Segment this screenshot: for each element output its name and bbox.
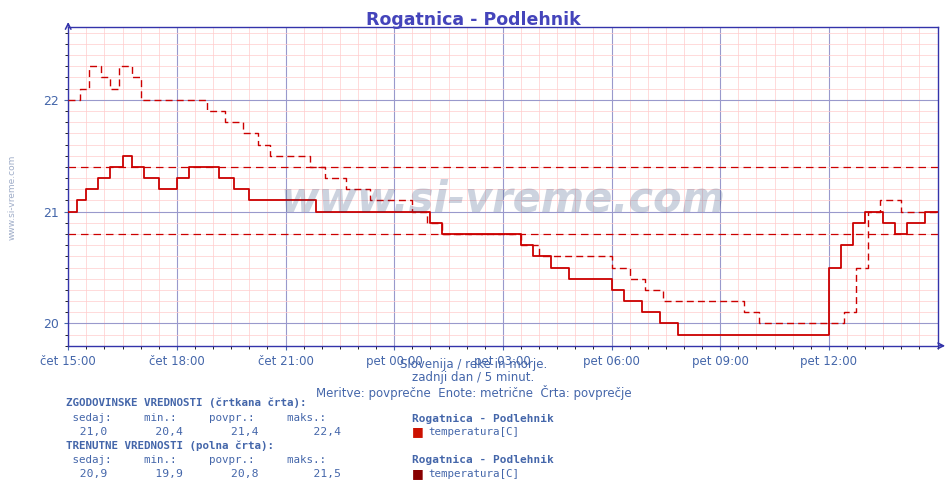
Text: TRENUTNE VREDNOSTI (polna črta):: TRENUTNE VREDNOSTI (polna črta): bbox=[66, 441, 275, 451]
Text: www.si-vreme.com: www.si-vreme.com bbox=[8, 155, 17, 240]
Text: temperatura[C]: temperatura[C] bbox=[428, 469, 519, 479]
Text: zadnji dan / 5 minut.: zadnji dan / 5 minut. bbox=[412, 371, 535, 384]
Text: ■: ■ bbox=[412, 467, 423, 480]
Text: sedaj:     min.:     povpr.:     maks.:: sedaj: min.: povpr.: maks.: bbox=[66, 413, 327, 423]
Text: Slovenija / reke in morje.: Slovenija / reke in morje. bbox=[400, 358, 547, 371]
Text: ZGODOVINSKE VREDNOSTI (črtkana črta):: ZGODOVINSKE VREDNOSTI (črtkana črta): bbox=[66, 398, 307, 408]
Text: temperatura[C]: temperatura[C] bbox=[428, 427, 519, 437]
Text: Rogatnica - Podlehnik: Rogatnica - Podlehnik bbox=[412, 455, 554, 465]
Text: ■: ■ bbox=[412, 425, 423, 438]
Text: Rogatnica - Podlehnik: Rogatnica - Podlehnik bbox=[412, 413, 554, 423]
Text: www.si-vreme.com: www.si-vreme.com bbox=[280, 178, 725, 220]
Text: sedaj:     min.:     povpr.:     maks.:: sedaj: min.: povpr.: maks.: bbox=[66, 455, 327, 465]
Text: 20,9       19,9       20,8        21,5: 20,9 19,9 20,8 21,5 bbox=[66, 469, 341, 479]
Text: Rogatnica - Podlehnik: Rogatnica - Podlehnik bbox=[366, 11, 581, 29]
Text: 21,0       20,4       21,4        22,4: 21,0 20,4 21,4 22,4 bbox=[66, 427, 341, 437]
Text: Meritve: povprečne  Enote: metrične  Črta: povprečje: Meritve: povprečne Enote: metrične Črta:… bbox=[315, 385, 632, 400]
